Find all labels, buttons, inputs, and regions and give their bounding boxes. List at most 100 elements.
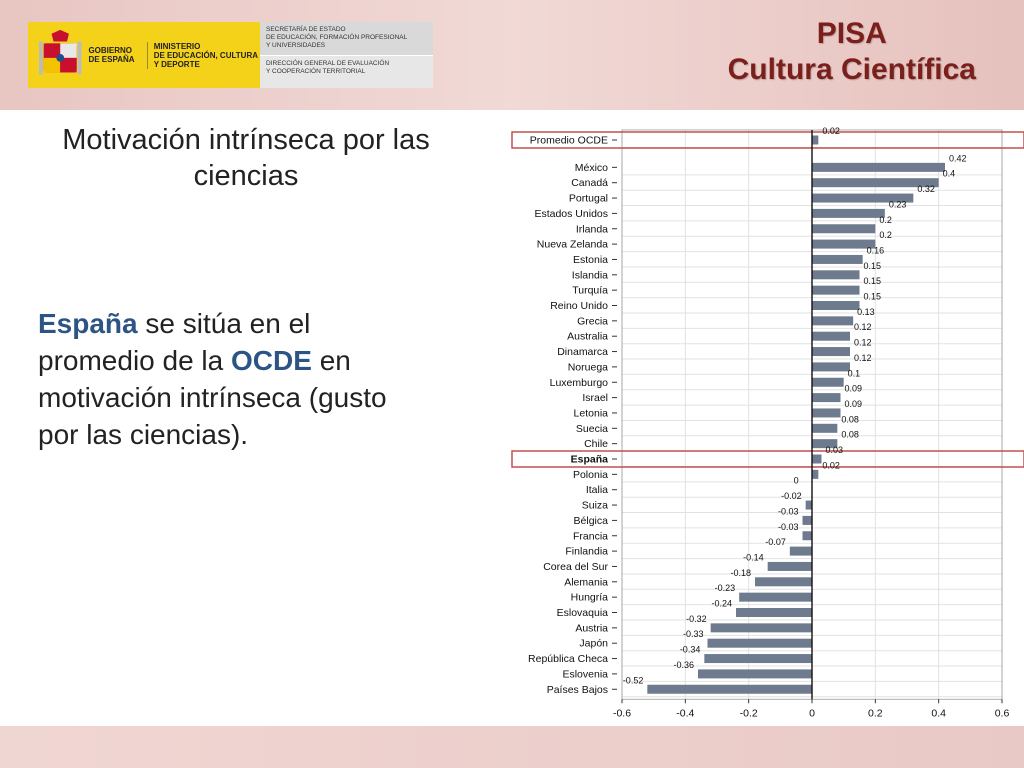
value-label: 0.4 bbox=[943, 169, 956, 179]
category-label: Dinamarca bbox=[557, 346, 608, 358]
category-label: Bélgica bbox=[574, 515, 609, 527]
bar bbox=[710, 623, 812, 633]
value-label: -0.24 bbox=[711, 599, 732, 609]
value-label: 0.12 bbox=[854, 338, 872, 348]
category-label: Grecia bbox=[577, 315, 608, 327]
bar bbox=[812, 316, 854, 326]
category-label: Alemania bbox=[564, 576, 608, 588]
value-label: 0.12 bbox=[854, 322, 872, 332]
bar bbox=[812, 239, 876, 249]
value-label: -0.32 bbox=[686, 614, 707, 624]
bar bbox=[812, 408, 841, 418]
value-label: 0.1 bbox=[848, 368, 861, 378]
bar bbox=[812, 224, 876, 234]
category-label: Nueva Zelanda bbox=[537, 239, 608, 251]
bar bbox=[812, 270, 860, 280]
category-label: Portugal bbox=[569, 193, 608, 205]
x-tick-label: -0.6 bbox=[613, 707, 631, 719]
bar bbox=[812, 377, 844, 387]
value-label: 0.2 bbox=[879, 230, 892, 240]
value-label: -0.34 bbox=[680, 645, 701, 655]
value-label: 0.13 bbox=[857, 307, 875, 317]
body-highlight-ocde: OCDE bbox=[231, 345, 312, 376]
value-label: 0.02 bbox=[822, 460, 840, 470]
bar bbox=[812, 208, 885, 218]
gobierno-text: GOBIERNO DE ESPAÑA bbox=[88, 46, 135, 64]
category-label: Chile bbox=[584, 438, 608, 450]
x-tick-label: -0.2 bbox=[740, 707, 758, 719]
category-label: Países Bajos bbox=[547, 684, 608, 696]
category-label: Reino Unido bbox=[550, 300, 608, 312]
value-label: -0.18 bbox=[730, 568, 751, 578]
bar bbox=[812, 301, 860, 310]
bar bbox=[812, 347, 850, 357]
value-label: -0.03 bbox=[778, 522, 799, 532]
category-label: Luxemburgo bbox=[550, 377, 609, 389]
logo-grey-panel: SECRETARÍA DE ESTADO DE EDUCACIÓN, FORMA… bbox=[260, 22, 433, 88]
value-label: -0.07 bbox=[765, 537, 786, 547]
value-label: 0.09 bbox=[845, 399, 863, 409]
category-label: Corea del Sur bbox=[543, 561, 608, 573]
pisa-title-line2: Cultura Científica bbox=[727, 53, 976, 86]
bar bbox=[812, 254, 863, 264]
bar bbox=[812, 193, 914, 203]
category-label: Suecia bbox=[576, 423, 608, 435]
value-label: -0.52 bbox=[623, 675, 644, 685]
category-label: Letonia bbox=[574, 407, 609, 419]
body-segment-2: en motivación intrínseca (gusto por las … bbox=[38, 345, 387, 450]
bar bbox=[789, 546, 812, 556]
x-tick-label: 0.2 bbox=[868, 707, 883, 719]
bar bbox=[707, 638, 812, 648]
footer-band bbox=[0, 726, 1024, 768]
category-label: Eslovenia bbox=[562, 668, 608, 680]
bar-chart: Promedio OCDE 0.02 México 0.42 Canadá 0.4 Port… bbox=[511, 126, 1024, 719]
category-label: Irlanda bbox=[576, 223, 608, 235]
value-label: 0.12 bbox=[854, 353, 872, 363]
bar bbox=[812, 331, 850, 341]
bar bbox=[812, 439, 838, 449]
body-text: España se sitúa en el promedio de la OCD… bbox=[38, 305, 428, 453]
category-label: Eslovaquia bbox=[557, 607, 609, 619]
body-highlight-espana: España bbox=[38, 308, 138, 339]
category-label: Hungría bbox=[571, 592, 609, 604]
bar bbox=[755, 577, 812, 587]
bar bbox=[704, 654, 812, 664]
bar bbox=[698, 669, 812, 679]
value-label: -0.03 bbox=[778, 506, 799, 516]
category-label: Islandia bbox=[572, 269, 608, 281]
direccion-text: DIRECCIÓN GENERAL DE EVALUACIÓN Y COOPER… bbox=[260, 54, 433, 88]
value-label: 0.08 bbox=[841, 430, 859, 440]
bar bbox=[812, 454, 822, 464]
bar-chart-panel: Promedio OCDE 0.02 México 0.42 Canadá 0.4 Port… bbox=[510, 110, 1024, 726]
value-label: 0.42 bbox=[949, 153, 967, 163]
bar bbox=[812, 162, 945, 172]
x-tick-label: 0 bbox=[809, 707, 815, 719]
value-label: -0.14 bbox=[743, 552, 764, 562]
category-label: Finlandia bbox=[565, 546, 608, 558]
value-label: -0.23 bbox=[715, 583, 736, 593]
category-label: Promedio OCDE bbox=[530, 135, 608, 147]
category-label: España bbox=[571, 454, 609, 466]
x-tick-label: 0.4 bbox=[931, 707, 946, 719]
category-label: Australia bbox=[567, 331, 608, 343]
value-label: -0.33 bbox=[683, 629, 704, 639]
highlight-box bbox=[511, 131, 1024, 149]
x-tick-label: 0.6 bbox=[995, 707, 1010, 719]
bar bbox=[812, 469, 819, 479]
bar bbox=[767, 561, 812, 571]
category-label: Estados Unidos bbox=[534, 208, 608, 220]
logo-yellow-panel: GOBIERNO DE ESPAÑA MINISTERIO DE EDUCACI… bbox=[28, 22, 260, 88]
category-label: Polonia bbox=[573, 469, 608, 481]
pisa-title-line1: PISA bbox=[816, 17, 887, 50]
category-label: Italia bbox=[586, 484, 608, 496]
category-label: Francia bbox=[573, 530, 608, 542]
value-label: 0.16 bbox=[867, 245, 885, 255]
x-tick-label: -0.4 bbox=[676, 707, 694, 719]
secretaria-text: SECRETARÍA DE ESTADO DE EDUCACIÓN, FORMA… bbox=[266, 26, 408, 49]
ministerio-text: MINISTERIO DE EDUCACIÓN, CULTURA Y DEPOR… bbox=[146, 41, 260, 69]
bar bbox=[802, 531, 812, 541]
category-label: Noruega bbox=[568, 361, 608, 373]
bar bbox=[647, 684, 812, 694]
value-label: 0.09 bbox=[845, 384, 863, 394]
value-label: 0.23 bbox=[889, 199, 907, 209]
